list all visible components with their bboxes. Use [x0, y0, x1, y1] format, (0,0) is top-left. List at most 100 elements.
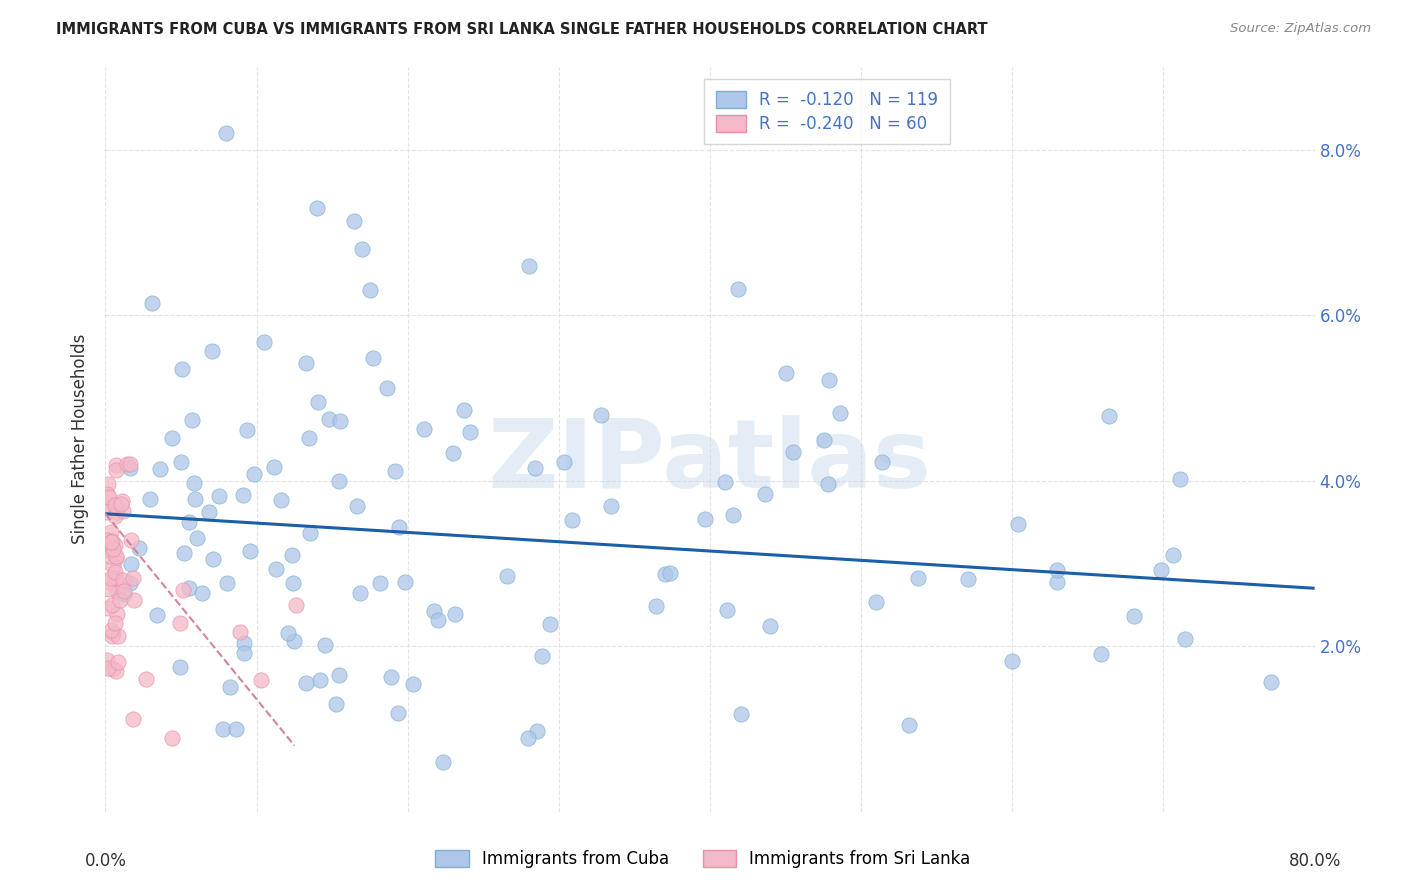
- Point: [897, 718, 920, 732]
- Point: [201, 551, 224, 566]
- Point: [96, 505, 118, 519]
- Point: [172, 582, 194, 597]
- Point: [101, 662, 124, 676]
- Point: [138, 492, 160, 507]
- Point: [97, 582, 120, 596]
- Point: [538, 616, 561, 631]
- Point: [441, 446, 464, 460]
- Point: [97, 477, 120, 491]
- Point: [394, 575, 416, 590]
- Point: [104, 538, 127, 552]
- Point: [817, 373, 839, 387]
- Point: [100, 571, 122, 585]
- Point: [524, 460, 547, 475]
- Point: [314, 638, 336, 652]
- Point: [112, 587, 135, 601]
- Point: [105, 549, 128, 564]
- Point: [97, 543, 120, 558]
- Point: [531, 648, 554, 663]
- Point: [162, 431, 184, 445]
- Point: [298, 431, 321, 445]
- Point: [100, 624, 122, 638]
- Point: [298, 525, 321, 540]
- Point: [104, 550, 127, 565]
- Point: [1161, 548, 1184, 562]
- Point: [264, 562, 287, 576]
- Legend: R =  -0.120   N = 119, R =  -0.240   N = 60: R = -0.120 N = 119, R = -0.240 N = 60: [704, 79, 949, 145]
- Point: [1122, 608, 1144, 623]
- Point: [101, 598, 124, 612]
- Point: [714, 475, 737, 489]
- Point: [198, 505, 221, 519]
- Point: [387, 706, 409, 721]
- Point: [412, 422, 434, 436]
- Point: [98, 490, 121, 504]
- Point: [233, 646, 256, 660]
- Point: [517, 259, 540, 273]
- Point: [96, 498, 118, 512]
- Point: [120, 533, 142, 547]
- Point: [120, 557, 142, 571]
- Point: [115, 457, 138, 471]
- Point: [318, 412, 340, 426]
- Point: [146, 607, 169, 622]
- Point: [281, 576, 304, 591]
- Point: [239, 543, 262, 558]
- Point: [453, 402, 475, 417]
- Point: [96, 653, 118, 667]
- Point: [233, 636, 256, 650]
- Point: [101, 629, 124, 643]
- Point: [423, 604, 446, 618]
- Point: [97, 542, 120, 557]
- Point: [104, 664, 127, 678]
- Point: [1260, 675, 1282, 690]
- Point: [368, 576, 391, 591]
- Point: [1001, 654, 1024, 668]
- Point: [219, 680, 242, 694]
- Point: [253, 334, 276, 349]
- Point: [295, 356, 318, 370]
- Point: [659, 566, 682, 581]
- Point: [141, 296, 163, 310]
- Point: [349, 585, 371, 599]
- Point: [160, 731, 183, 746]
- Point: [105, 505, 128, 519]
- Point: [600, 499, 623, 513]
- Point: [817, 476, 839, 491]
- Point: [101, 534, 124, 549]
- Point: [107, 629, 129, 643]
- Point: [458, 425, 481, 439]
- Point: [180, 412, 202, 426]
- Point: [96, 486, 118, 500]
- Point: [191, 586, 214, 600]
- Point: [782, 445, 804, 459]
- Point: [186, 531, 208, 545]
- Point: [308, 673, 330, 687]
- Point: [242, 467, 264, 482]
- Point: [111, 504, 134, 518]
- Point: [170, 362, 193, 376]
- Point: [110, 497, 132, 511]
- Point: [328, 474, 350, 488]
- Point: [236, 423, 259, 437]
- Point: [177, 516, 200, 530]
- Legend: Immigrants from Cuba, Immigrants from Sri Lanka: Immigrants from Cuba, Immigrants from Sr…: [429, 843, 977, 875]
- Point: [432, 755, 454, 769]
- Point: [105, 463, 128, 477]
- Point: [118, 457, 141, 471]
- Point: [1098, 409, 1121, 423]
- Point: [870, 455, 893, 469]
- Point: [907, 571, 929, 585]
- Point: [170, 454, 193, 468]
- Point: [865, 595, 887, 609]
- Point: [589, 409, 612, 423]
- Point: [775, 366, 797, 380]
- Point: [107, 655, 129, 669]
- Point: [104, 498, 127, 512]
- Point: [758, 619, 780, 633]
- Point: [343, 214, 366, 228]
- Point: [1046, 574, 1069, 589]
- Point: [444, 607, 467, 622]
- Point: [561, 513, 583, 527]
- Point: [553, 455, 575, 469]
